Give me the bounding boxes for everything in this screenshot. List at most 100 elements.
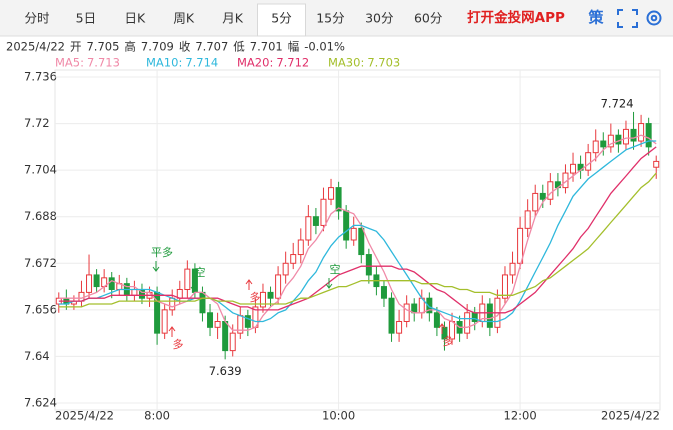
candle-body [388,297,395,334]
signal-arrow [168,326,176,337]
candle-body [524,210,531,229]
candle-body [350,227,357,241]
legend-separator: : [269,56,273,70]
legend: MA5: 7.713 MA10: 7.714 MA20: 7.712 MA30: 7.… [55,56,400,70]
candle-body [600,140,607,148]
signal-label: 平多 [151,245,173,259]
tab[interactable]: 60分 [414,11,442,26]
candle-body [532,192,539,212]
info-line: 2025/4/22 开 7.705 高 7.709 收 7.707 低 7.701 幅 -0.01% [6,40,345,54]
info-label: 收 [179,40,191,54]
candle-body [539,192,546,200]
tabs: 分时 5日 日K 周K 月K 5分 15分 30分 60分 [24,3,442,37]
y-tick-label: 7.624 [24,396,57,410]
candle-body [645,123,652,148]
candle-body [328,187,335,200]
candle-body [509,262,516,276]
legend-value: 7.703 [367,56,400,70]
low-label: 7.639 [209,364,242,378]
candle-body [615,134,622,145]
signal-arrow [438,323,446,334]
signal-label: 多 [250,290,261,304]
fullscreen-icon[interactable] [617,9,638,28]
candle-body [403,303,410,322]
tab[interactable]: 15分 [316,11,344,26]
candle-body [275,274,282,299]
candle-body [169,297,176,311]
signal-label: 多 [173,337,184,351]
app-link[interactable]: 打开金投网APP [467,9,565,26]
candle-body [222,321,229,352]
candle-body [638,123,645,142]
candle-body [396,321,403,334]
tab[interactable]: 日K [124,11,146,26]
candle-body [229,332,236,352]
y-tick-label: 7.656 [24,302,57,316]
candle-body [320,198,327,226]
x-tick-label: 2025/4/22 [601,409,660,423]
y-tick-label: 7.64 [24,349,50,363]
candle-body [630,128,637,142]
info-value: 7.705 [86,40,119,54]
candle-body [214,321,221,328]
legend-name: MA10 [146,56,178,70]
y-tick-label: 7.704 [24,163,57,177]
candle-body [305,216,312,241]
ma-line [58,140,657,323]
candle-body [207,312,214,328]
tab-bar [0,0,673,36]
info-value: -0.01% [304,40,345,54]
info-label: 高 [124,40,136,54]
legend-name: MA5 [55,56,80,70]
legend-name: MA30 [328,56,360,70]
signal-arrow [325,278,333,289]
candle-body [471,312,478,322]
tab[interactable]: 分时 [24,11,50,26]
candle-body [161,309,168,334]
candle-body [426,297,433,314]
legend-name: MA20 [237,56,269,70]
settings-icon[interactable] [646,10,662,26]
candle-body [653,160,660,168]
selected-tab [257,3,306,37]
candle-body [570,163,577,174]
candle-body [358,227,365,256]
y-tick-label: 7.72 [24,116,50,130]
candle-body [343,210,350,241]
x-tick-label: 8:00 [144,409,170,423]
candle-body [622,128,629,145]
strategy-icon[interactable]: 策 [587,9,604,27]
legend-separator: : [178,56,182,70]
info-value: 7.707 [195,40,228,54]
high-label: 7.724 [601,96,634,110]
y-tick-label: 7.688 [24,209,57,223]
legend-separator: : [360,56,364,70]
candle-body [290,254,297,264]
signal-label: 多 [443,334,454,348]
tab[interactable]: 周K [173,11,195,26]
tab[interactable]: 30分 [365,11,393,26]
legend-value: 7.712 [276,56,309,70]
tab[interactable]: 月K [222,11,244,26]
candle-body [585,152,592,171]
candle-body [93,274,100,288]
legend-separator: : [80,56,84,70]
candle-body [486,303,493,328]
candle-body [433,312,440,328]
ma-line [58,146,657,314]
tab[interactable]: 5日 [76,11,96,26]
candle-body [312,216,319,226]
candle-body [259,291,266,308]
candle-body [297,239,304,256]
candle-body [184,268,191,290]
legend-value: 7.714 [185,56,218,70]
signal-arrow [152,261,160,272]
candle-body [464,312,471,334]
y-tick-label: 7.736 [24,70,57,84]
candle-body [365,254,372,276]
tab[interactable]: 5分 [271,11,291,26]
ma-line [58,172,657,308]
info-label: 低 [233,40,245,54]
candle-body [244,315,251,328]
